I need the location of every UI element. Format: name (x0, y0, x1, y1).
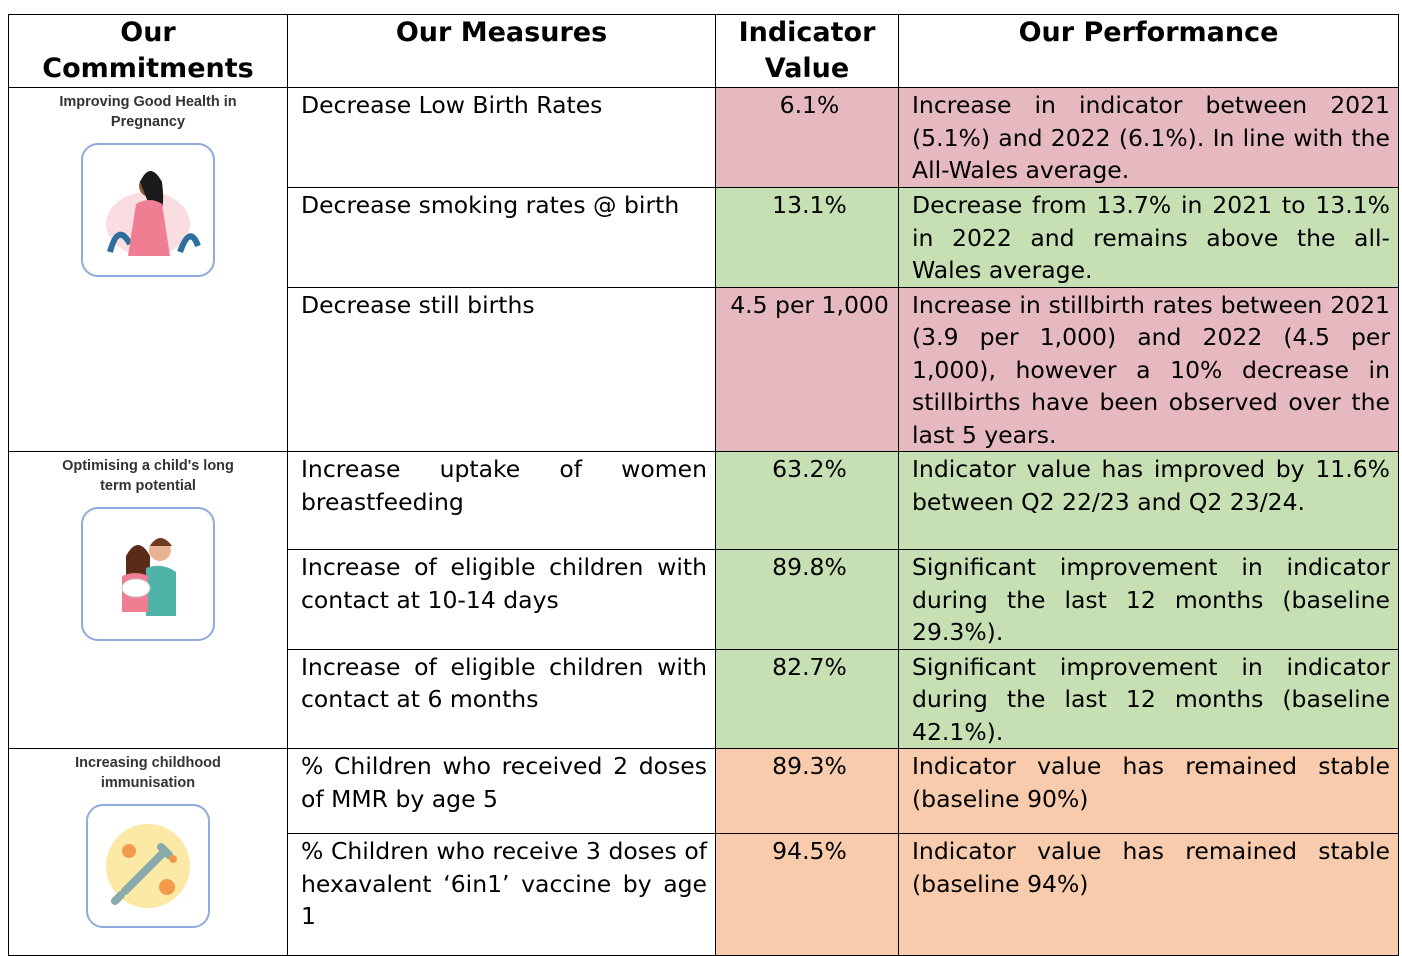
measure-cell: Increase of eligible children with conta… (287, 648, 716, 749)
indicator-value: 6.1% (715, 87, 899, 188)
column-header: Our Measures (287, 14, 716, 88)
measure-cell: Decrease smoking rates @ birth (287, 187, 716, 288)
performance-cell: Significant improvement in indicator dur… (898, 549, 1399, 650)
indicator-value: 13.1% (715, 187, 899, 288)
table-row: Optimising a child's long term potential… (8, 451, 1399, 749)
table-row: Decrease still births 4.5 per 1,000 Increa… (9, 286, 1399, 452)
header-row: Our Commitments Our Measures Indicator Val… (8, 14, 1399, 88)
indicator-value: 63.2% (715, 451, 899, 550)
measure-cell: Increase uptake of women breastfeeding (287, 451, 716, 550)
commitment-label: Optimising a child's long term potential (62, 458, 234, 494)
measure-cell: % Children who received 2 doses of MMR b… (287, 748, 716, 834)
performance-cell: Significant improvement in indicator dur… (898, 648, 1399, 749)
performance-cell: Indicator value has remained stable (bas… (898, 833, 1399, 956)
column-header: Our Performance (898, 14, 1399, 88)
measure-cell: Decrease Low Birth Rates (287, 87, 716, 188)
indicator-value: 4.5 per 1,000 (715, 286, 899, 452)
commitment-icon (81, 507, 215, 641)
indicator-value: 89.3% (715, 748, 899, 834)
performance-cell: Decrease from 13.7% in 2021 to 13.1% in … (898, 187, 1399, 288)
performance-table: Our Commitments Our Measures Indicator Val… (8, 14, 1399, 956)
commitment-label: Increasing childhood immunisation (75, 755, 221, 791)
indicator-value: 94.5% (715, 833, 899, 956)
table-row: Increase of eligible children with conta… (9, 549, 1399, 650)
column-header: Our Commitments (8, 14, 288, 88)
indicator-value: 82.7% (715, 648, 899, 749)
column-header: Indicator Value (715, 14, 899, 88)
table-row: Improving Good Health in Pregnancy Decrea… (8, 87, 1399, 452)
commitment-icon (86, 804, 210, 928)
performance-cell: Indicator value has remained stable (bas… (898, 748, 1399, 834)
commitment-cell: Improving Good Health in Pregnancy (8, 87, 288, 452)
commitment-label: Improving Good Health in Pregnancy (59, 94, 237, 130)
performance-cell: Increase in indicator between 2021 (5.1%… (898, 87, 1399, 188)
commitment-cell: Optimising a child's long term potential (8, 451, 288, 749)
commitment-cell: Increasing childhood immunisation (8, 748, 288, 956)
measure-cell: Decrease still births (287, 286, 716, 452)
commitment-icon (81, 143, 215, 277)
performance-cell: Increase in stillbirth rates between 202… (898, 286, 1399, 452)
measure-cell: Increase of eligible children with conta… (287, 549, 716, 650)
table-row: % Children who receive 3 doses of hexava… (9, 833, 1399, 956)
indicator-value: 89.8% (715, 549, 899, 650)
performance-cell: Indicator value has improved by 11.6% be… (898, 451, 1399, 550)
measure-cell: % Children who receive 3 doses of hexava… (287, 833, 716, 956)
table-row: Increasing childhood immunisation % Child… (8, 748, 1399, 956)
table-row: Decrease smoking rates @ birth 13.1% Decre… (9, 187, 1399, 288)
